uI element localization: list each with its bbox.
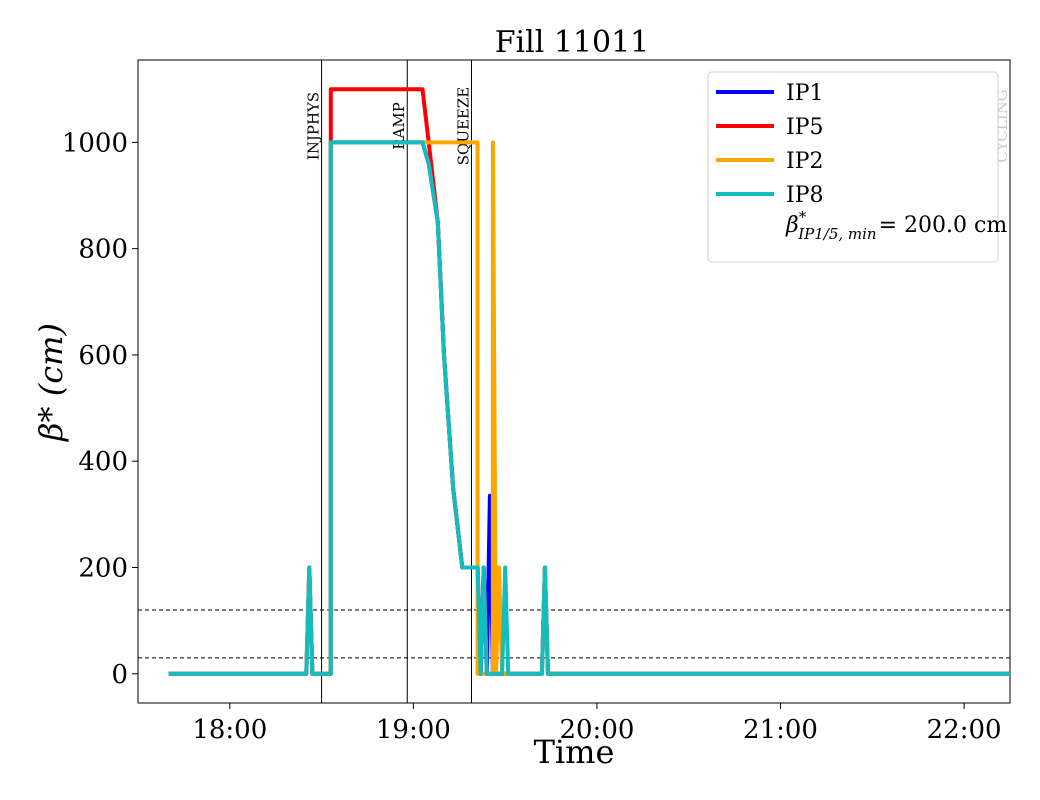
x-tick-label: 20:00 [559,715,634,745]
legend-box [707,71,999,263]
x-tick-label: 22:00 [927,715,1002,745]
phase-marker-label: INJPHYS [305,92,323,160]
x-tick-label: 18:00 [192,715,267,745]
y-tick-label: 400 [78,447,128,477]
y-tick-label: 1000 [62,128,128,158]
legend-label-ip8: IP8 [786,183,824,208]
y-tick-label: 200 [78,553,128,583]
x-tick-label: 21:00 [743,715,818,745]
x-tick-label: 19:00 [376,715,451,745]
y-axis-label: β* (cm) [32,323,70,442]
series-line-ip8 [168,140,1010,676]
legend-label-ip5: IP5 [786,115,824,140]
legend-label-ip2: IP2 [786,149,824,174]
y-tick-label: 600 [78,341,128,371]
chart-title: Fill 11011 [495,25,650,60]
x-axis-label: Time [534,733,615,771]
phase-marker-label: RAMP [390,102,408,150]
legend-label-beta-min: β* IP1/5, min= 200.0 cm [785,208,1007,243]
y-tick-label: 0 [111,660,128,690]
legend-label-ip1: IP1 [786,81,824,106]
y-tick-label: 800 [78,235,128,265]
phase-marker-label: SQUEEZE [455,87,473,166]
